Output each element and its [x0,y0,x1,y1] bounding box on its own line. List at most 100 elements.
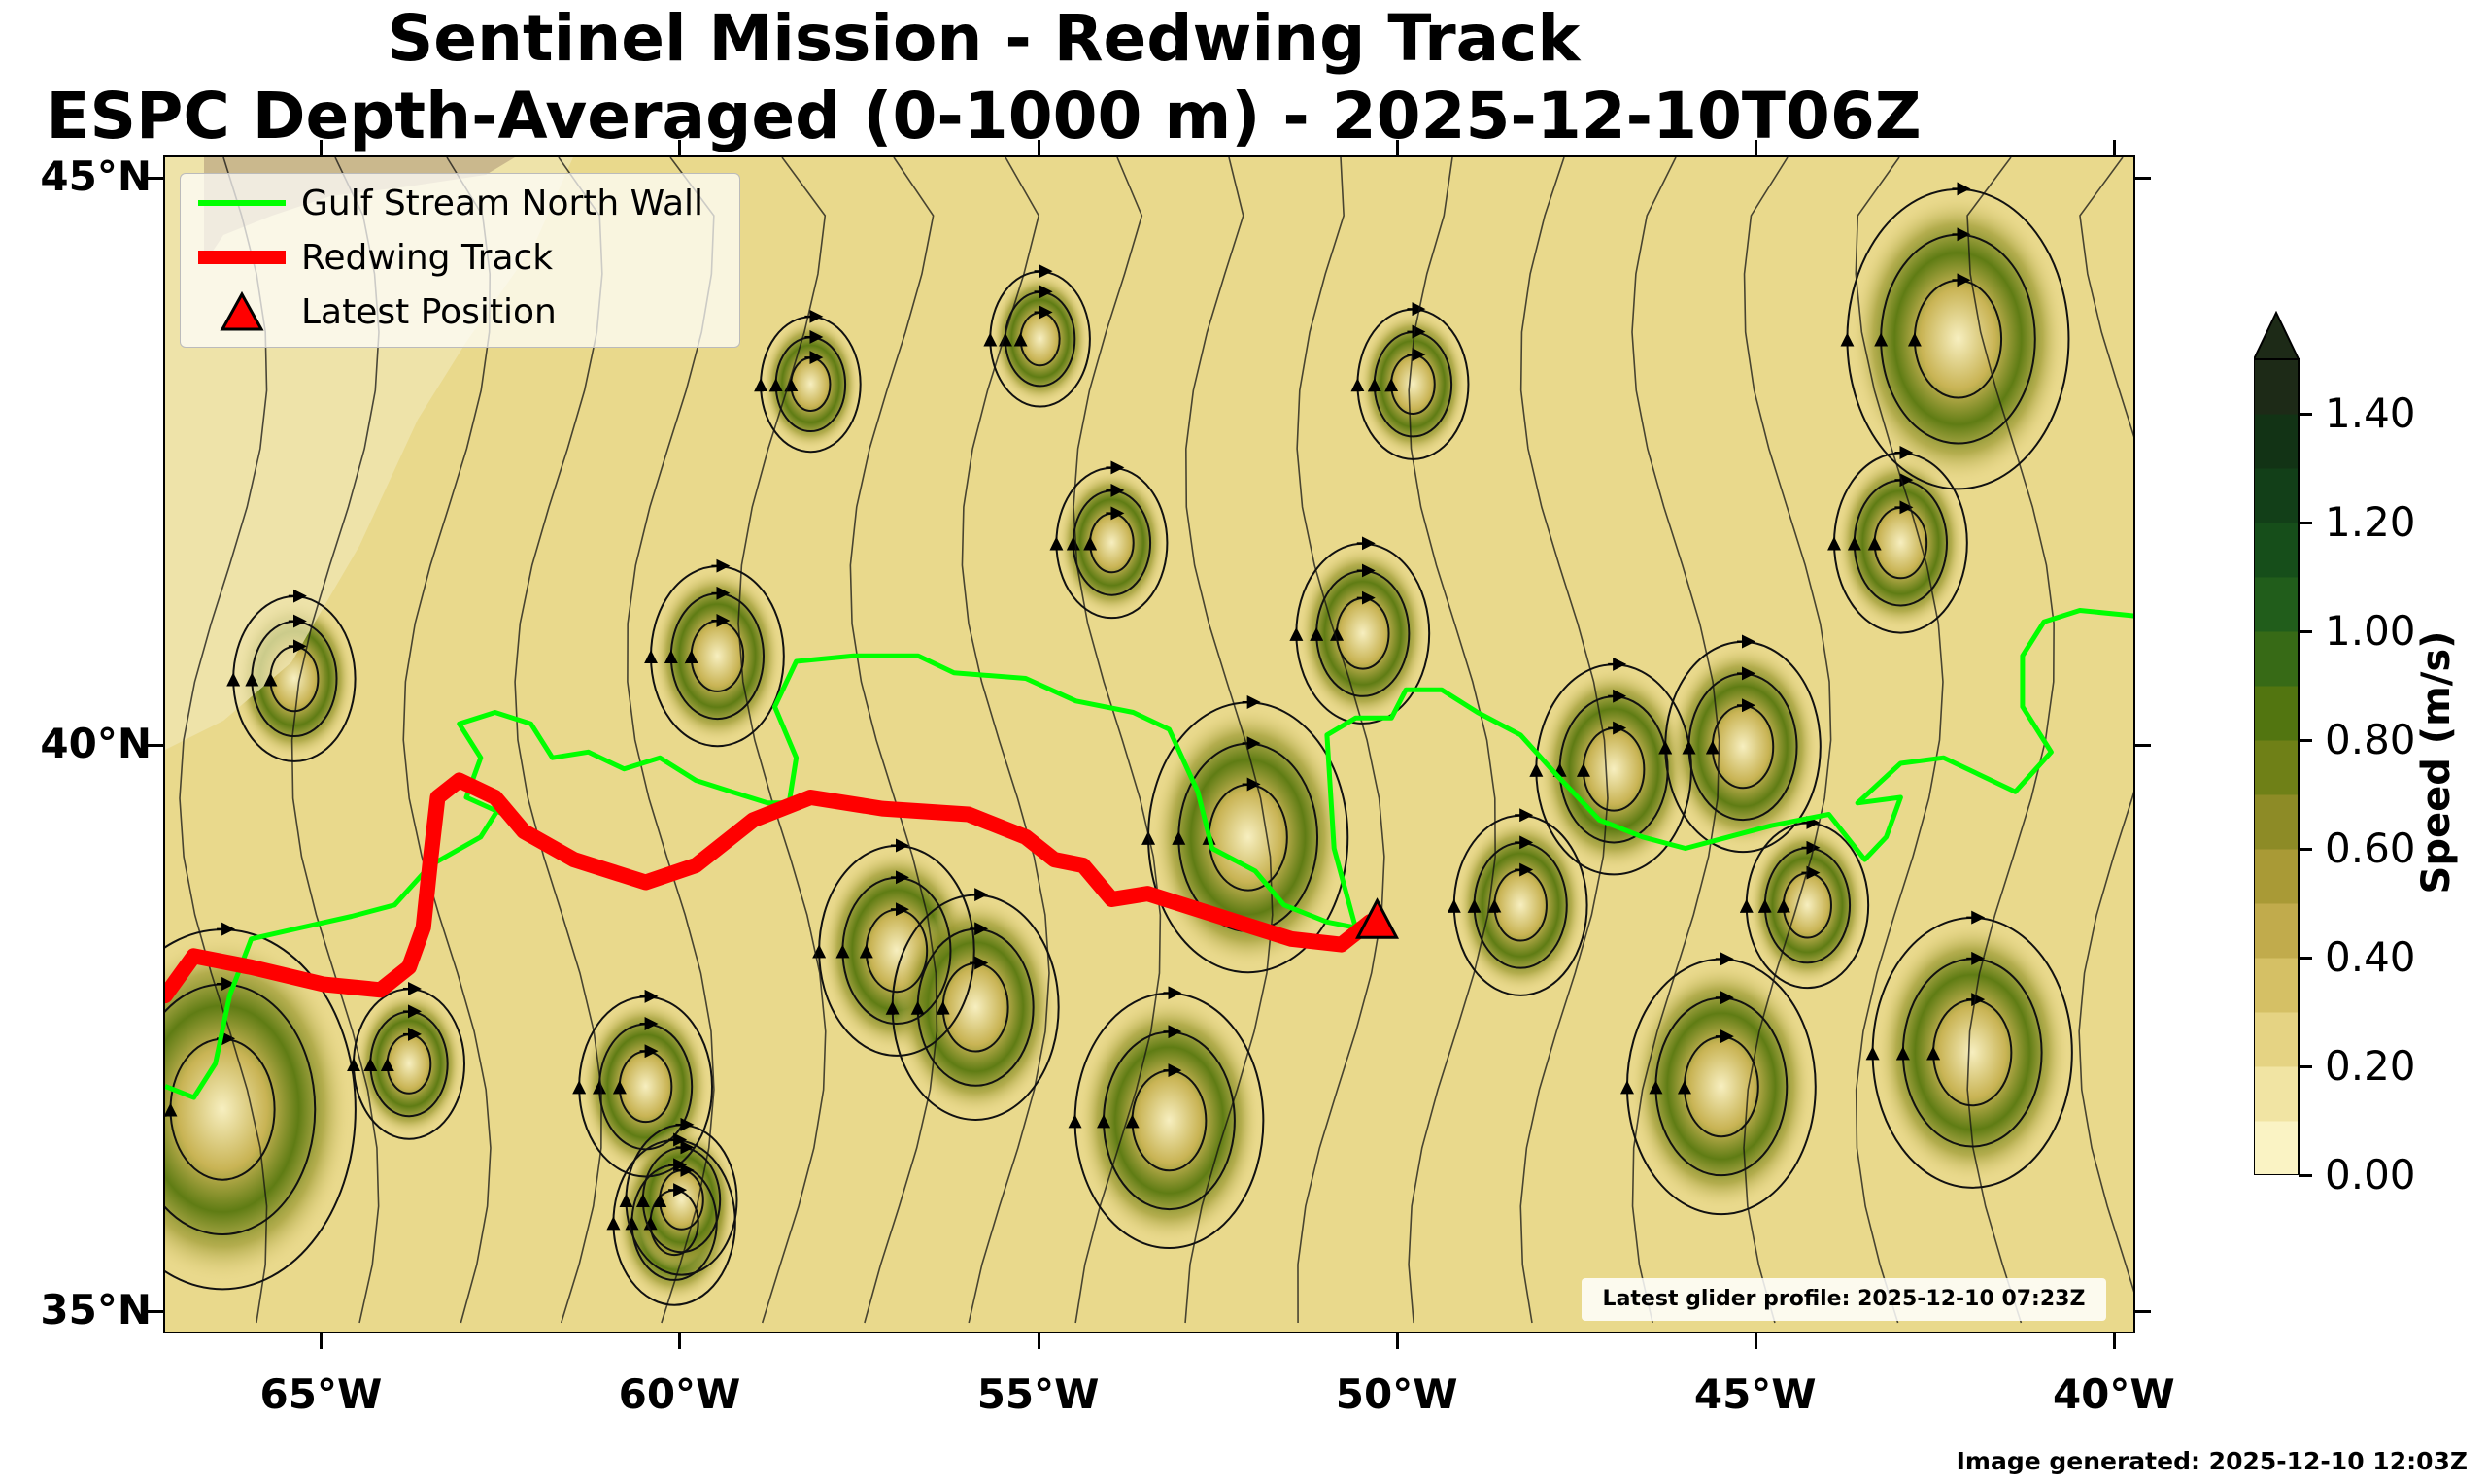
lat-tick-mark [2135,743,2151,747]
generated-timestamp: Image generated: 2025-12-10 12:03Z [1956,1447,2468,1475]
lon-tick-mark [678,1333,682,1349]
streamline-flow-1 [290,157,380,1324]
lon-tick-label: 65°W [259,1370,383,1418]
lon-tick-label: 45°W [1693,1370,1817,1418]
speed-eddy-0 [165,936,350,1281]
colorbar-tick-label: 0.60 [2325,825,2416,872]
streamline-flow-10 [1296,157,1385,1324]
streamline-flow-5 [737,157,827,1324]
map-legend: Gulf Stream North Wall Redwing Track Lat… [180,173,740,348]
streamline-loop-18-1 [1895,958,2043,1148]
streamline-loop-14-1 [1649,996,1789,1177]
streamline-loop-21-2 [983,270,1091,408]
legend-label: Gulf Stream North Wall [301,183,704,223]
streamline-loop-20-2 [754,316,862,454]
speed-eddy-9 [1078,997,1260,1242]
streamline-loop-19-0 [1705,704,1775,790]
lon-tick-mark [2112,1333,2116,1349]
speed-eddy-19 [1668,646,1818,847]
streamline-loop-12-1 [1467,841,1568,969]
colorbar-tick-mark [2299,630,2312,633]
page-title: Sentinel Mission - Redwing Track ESPC De… [0,0,1967,155]
streamline-flow-11 [1408,157,1496,1324]
streamline-loop-13-1 [1552,695,1669,844]
streamlines [165,157,2133,1324]
redwing-track [165,772,1379,1004]
streamline-flow-14 [1743,157,1832,1324]
lon-tick-mark [2112,140,2116,155]
colorbar-outline [2254,358,2300,1175]
speed-eddy-16 [1836,456,1964,629]
colorbar-tick-label: 0.40 [2325,933,2416,981]
streamline-flow-2 [402,157,492,1324]
colorbar-band-13 [2254,414,2299,469]
legend-item-latest-position: Latest Position [181,287,557,337]
speed-eddy-14 [1631,963,1812,1208]
colorbar-tick-mark [2299,413,2312,416]
triangle-icon [220,290,264,331]
legend-label: Redwing Track [301,237,554,278]
streamline-loop-6-2 [812,844,975,1057]
streamline-loop-15-2 [1739,822,1870,990]
lon-tick-mark [320,140,324,155]
colorbar-band-9 [2254,631,2299,687]
legend-label: Latest Position [301,291,557,332]
streamline-flow-12 [1519,157,1609,1324]
streamline-loop-2-1 [363,1010,449,1118]
streamline-loop-16-2 [1827,452,1968,634]
lat-tick-mark [148,1309,163,1313]
lon-tick-label: 40°W [2052,1370,2175,1418]
lon-tick-mark [1037,140,1040,155]
speed-eddy-15 [1749,826,1866,984]
colorbar-tick-mark [2299,522,2312,524]
colorbar-tick-mark [2299,848,2312,851]
streamline-loop-14-0 [1677,1035,1759,1138]
lon-tick-mark [1754,140,1757,155]
colorbar-tick-mark [2299,739,2312,742]
streamline-loop-9-0 [1125,1069,1208,1172]
lon-tick-mark [1754,1333,1757,1349]
streamline-loop-22-1 [1367,331,1453,438]
colorbar-band-7 [2254,740,2299,795]
streamline-flow-6 [849,157,938,1324]
streamline-loop-21-1 [998,290,1076,388]
streamline-loop-2-2 [347,988,465,1140]
streamline-loop-9-2 [1068,992,1265,1250]
colorbar-tick-mark [2299,1065,2312,1068]
streamline-loop-13-0 [1576,727,1646,812]
legend-item-track: Redwing Track [181,232,553,283]
lat-tick-mark [148,743,163,747]
lat-tick-mark [2135,1309,2151,1313]
speed-eddy-13 [1539,668,1688,870]
streamline-loop-22-2 [1350,308,1470,460]
speed-eddy-20 [763,319,859,449]
streamline-loop-9-1 [1097,1030,1236,1211]
streamline-loop-16-1 [1847,479,1948,607]
streamline-flow-15 [1855,157,1944,1324]
streamline-loop-1-2 [226,595,357,762]
streamline-flow-8 [1073,157,1162,1324]
streamline-flow-7 [961,157,1050,1324]
streamline-flow-3 [514,157,603,1324]
colorbar-tick-label: 0.00 [2325,1151,2416,1198]
legend-line-icon [198,251,286,264]
speed-eddy-11 [1299,547,1427,720]
colorbar-band-4 [2254,903,2299,959]
streamline-loop-17-0 [1907,279,2003,399]
colorbar-extend-arrow [2254,311,2300,360]
streamline-loop-17-1 [1874,233,2036,445]
streamline-flow-0 [179,157,268,1324]
lon-tick-mark [320,1333,324,1349]
streamline-loop-7-2 [885,894,1060,1121]
streamline-loop-7-1 [910,928,1035,1087]
colorbar-tick-label: 1.00 [2325,607,2416,655]
speed-eddy-5 [653,569,781,742]
colorbar-band-0 [2254,1121,2299,1175]
lat-tick-mark [148,177,163,181]
streamline-loop-19-1 [1682,672,1798,822]
lon-tick-mark [1395,140,1399,155]
speed-eddy-10 [1152,708,1344,966]
streamline-loop-10-1 [1172,742,1319,932]
lon-tick-label: 50°W [1335,1370,1458,1418]
streamline-loop-14-2 [1619,957,1817,1217]
